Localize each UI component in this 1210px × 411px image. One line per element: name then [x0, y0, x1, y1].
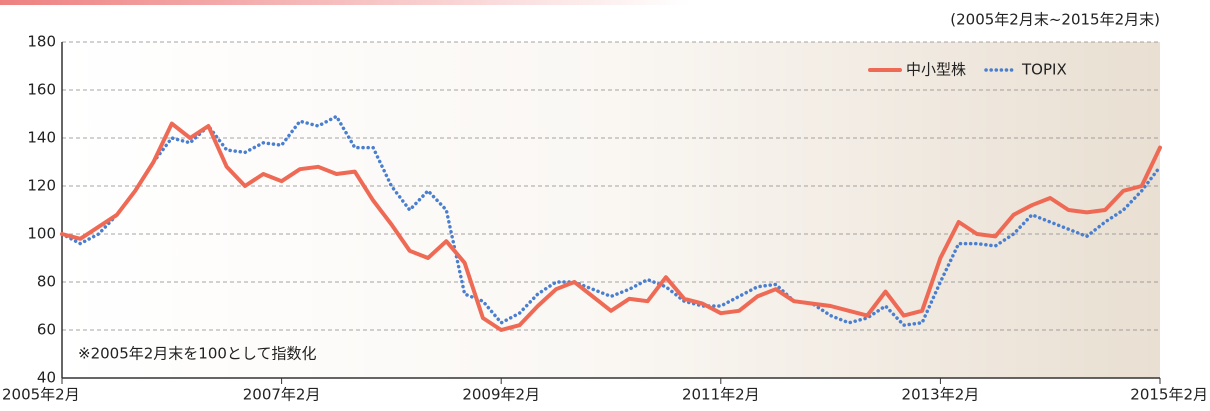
y-tick-label: 160	[27, 81, 56, 99]
y-tick-label: 40	[37, 369, 56, 387]
subtitle: (2005年2月末~2015年2月末)	[950, 11, 1160, 29]
y-tick-label: 60	[37, 321, 56, 339]
legend-label: TOPIX	[1021, 61, 1067, 79]
x-tick-label: 2005年2月	[2, 386, 80, 404]
y-tick-label: 140	[27, 129, 56, 147]
y-tick-label: 120	[27, 177, 56, 195]
x-tick-label: 2009年2月	[462, 386, 540, 404]
annotation: ※2005年2月末を100として指数化	[78, 345, 316, 363]
header-bar	[0, 0, 690, 5]
legend-label: 中小型株	[906, 61, 966, 79]
x-tick-label: 2011年2月	[682, 386, 760, 404]
series-line	[60, 121, 1162, 332]
y-tick-label: 100	[27, 225, 56, 243]
y-tick-label: 80	[37, 273, 56, 291]
y-tick-label: 180	[27, 33, 56, 51]
x-tick-label: 2007年2月	[243, 386, 321, 404]
plot-bg	[62, 42, 1160, 378]
x-tick-label: 2013年2月	[902, 386, 980, 404]
x-tick-label: 2015年2月	[1130, 386, 1208, 404]
series-line	[60, 114, 1162, 327]
